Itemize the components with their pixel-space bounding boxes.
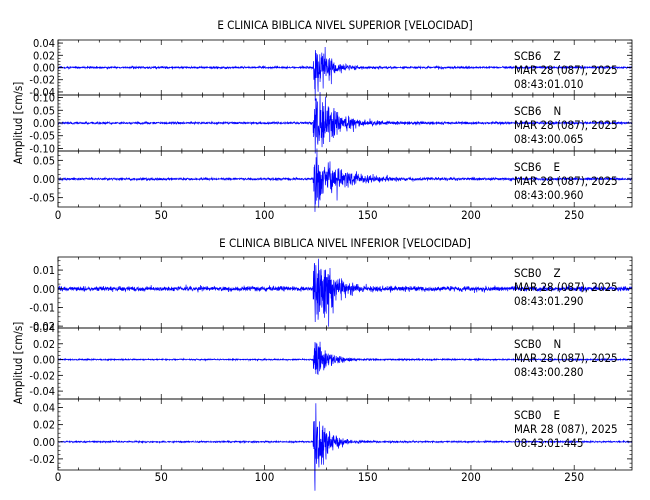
station-group-1: E CLINICA BIBLICA NIVEL SUPERIOR [VELOCI… [11,18,633,222]
record-date: MAR 28 (087), 2025 [514,118,618,132]
x-tick-label: 250 [564,470,584,484]
station-code: SCB6 [514,104,541,118]
x-tick-label: 50 [155,208,168,222]
x-tick-label: 150 [358,208,378,222]
component-code: Z [553,49,560,63]
y-tick-label: -0.05 [29,130,55,143]
y-tick-label: 0.05 [33,154,55,167]
record-date: MAR 28 (087), 2025 [514,174,618,188]
station-label: SCB0 Z [514,266,561,280]
y-tick-label: -0.04 [29,385,55,398]
component-code: Z [553,266,560,280]
component-code: E [553,160,560,174]
waveform-line [57,403,633,491]
record-time: 08:43:00.280 [514,365,584,379]
y-tick-label: 0.04 [33,322,55,335]
x-tick-label: 0 [55,470,62,484]
record-time: 08:43:01.445 [514,436,584,450]
station-group-2: E CLINICA BIBLICA NIVEL INFERIOR [VELOCI… [11,236,633,491]
record-date: MAR 28 (087), 2025 [514,280,618,294]
station-label: SCB0 E [514,408,560,422]
x-tick-label: 150 [358,470,378,484]
y-tick-label: -0.04 [29,86,55,99]
component-code: N [553,337,561,351]
station-code: SCB0 [514,337,541,351]
x-tick-label: 100 [255,470,275,484]
y-tick-label: 0.00 [33,173,55,186]
y-tick-label: -0.02 [29,369,55,382]
station-code: SCB6 [514,49,541,63]
y-tick-label: 0.04 [33,402,55,415]
y-tick-label: -0.02 [29,453,55,466]
x-tick-label: 0 [55,208,62,222]
y-tick-label: 0.00 [33,117,55,130]
station-code: SCB0 [514,266,541,280]
record-date: MAR 28 (087), 2025 [514,63,618,77]
y-tick-label: 0.10 [33,92,55,105]
component-code: E [553,408,560,422]
y-tick-label: 0.02 [33,419,55,432]
y-tick-label: 0.00 [33,62,55,75]
station-code: SCB0 [514,408,541,422]
waveform-line [57,341,633,375]
record-time: 08:43:01.290 [514,294,584,308]
y-tick-label: 0.02 [33,49,55,62]
chart-title: E CLINICA BIBLICA NIVEL INFERIOR [VELOCI… [219,236,471,250]
x-tick-label: 100 [255,208,275,222]
chart-title: E CLINICA BIBLICA NIVEL SUPERIOR [VELOCI… [217,18,472,32]
y-tick-label: -0.10 [29,142,55,155]
station-label: SCB6 Z [514,49,561,63]
y-tick-label: -0.01 [29,301,55,314]
waveform-line [57,47,633,101]
y-axis-label: Amplitud [cm/s] [11,82,25,165]
x-tick-label: 200 [461,470,481,484]
y-axis-label: Amplitud [cm/s] [11,322,25,405]
y-tick-label: 0.05 [33,104,55,117]
y-tick-label: -0.05 [29,192,55,205]
record-date: MAR 28 (087), 2025 [514,351,618,365]
waveform-line [57,258,633,327]
x-tick-label: 200 [461,208,481,222]
panel-frame [57,398,633,471]
record-time: 08:43:01.010 [514,77,584,91]
y-tick-label: 0.00 [33,283,55,296]
record-date: MAR 28 (087), 2025 [514,422,618,436]
component-code: N [553,104,561,118]
x-tick-label: 50 [155,470,168,484]
y-tick-label: 0.02 [33,338,55,351]
record-time: 08:43:00.960 [514,188,584,202]
y-tick-label: 0.01 [33,264,55,277]
waveform-line [57,148,633,212]
station-label: SCB6 N [514,104,561,118]
x-tick-label: 250 [564,208,584,222]
station-label: SCB6 E [514,160,560,174]
y-tick-label: 0.04 [33,37,55,50]
y-tick-label: 0.00 [33,436,55,449]
y-tick-label: -0.02 [29,74,55,87]
station-code: SCB6 [514,160,541,174]
record-time: 08:43:00.065 [514,132,584,146]
y-tick-label: -0.02 [29,320,55,333]
y-tick-label: 0.00 [33,354,55,367]
waveform-line [57,92,633,154]
station-label: SCB0 N [514,337,561,351]
